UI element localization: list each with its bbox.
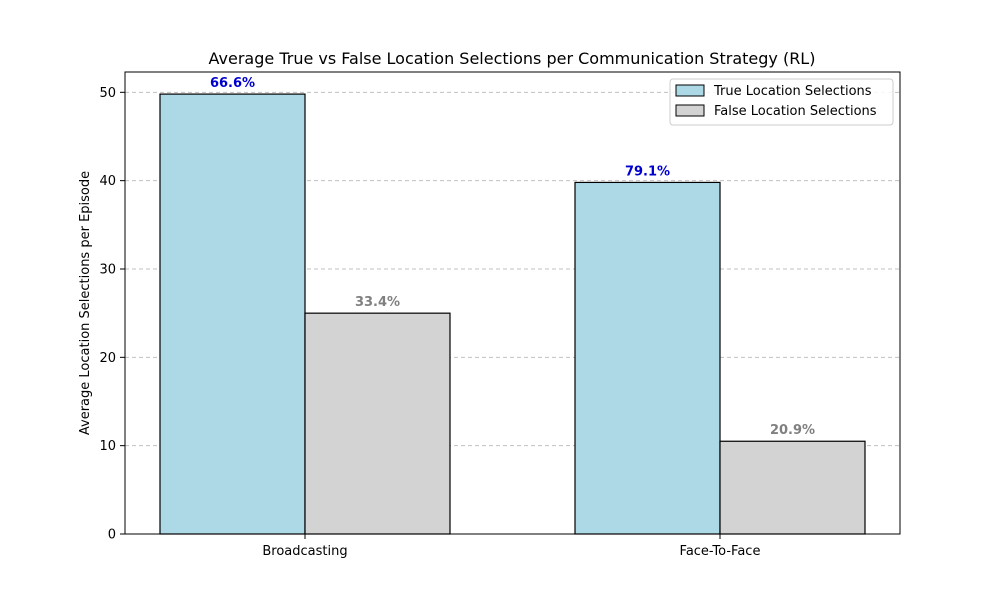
- x-axis: Broadcasting Face-To-Face: [262, 534, 760, 559]
- bar: [719, 440, 866, 535]
- y-tick-label: 20: [99, 351, 116, 366]
- bar: [304, 312, 451, 535]
- y-tick-label: 0: [108, 528, 116, 543]
- bar-data-label: 66.6%: [210, 76, 255, 91]
- bar-data-label: 33.4%: [355, 295, 400, 310]
- bar: [574, 181, 721, 535]
- y-tick-label: 50: [99, 86, 116, 101]
- x-tick-label: Face-To-Face: [680, 544, 761, 559]
- x-tick-label: Broadcasting: [262, 544, 347, 559]
- y-tick-label: 40: [99, 174, 116, 189]
- legend-entry-label: True Location Selections: [713, 84, 872, 99]
- chart-title: Average True vs False Location Selection…: [209, 49, 816, 68]
- bar-data-label: 20.9%: [770, 423, 815, 438]
- data-labels: 66.6% 79.1% 33.4% 20.9%: [210, 76, 815, 438]
- legend: True Location Selections False Location S…: [669, 78, 894, 126]
- bar: [159, 93, 306, 535]
- legend-entry-label: False Location Selections: [714, 104, 877, 119]
- bars: [159, 93, 866, 535]
- plot-frame: [124, 71, 901, 535]
- y-axis-label: Average Location Selections per Episode: [78, 171, 93, 435]
- y-axis: 0 10 20 30 40 50: [99, 86, 125, 543]
- legend-box: [669, 78, 894, 126]
- legend-swatch: [675, 104, 705, 117]
- y-tick-label: 30: [99, 262, 116, 277]
- bar-data-label: 79.1%: [625, 164, 670, 179]
- legend-swatch: [675, 84, 705, 97]
- y-tick-label: 10: [99, 439, 116, 454]
